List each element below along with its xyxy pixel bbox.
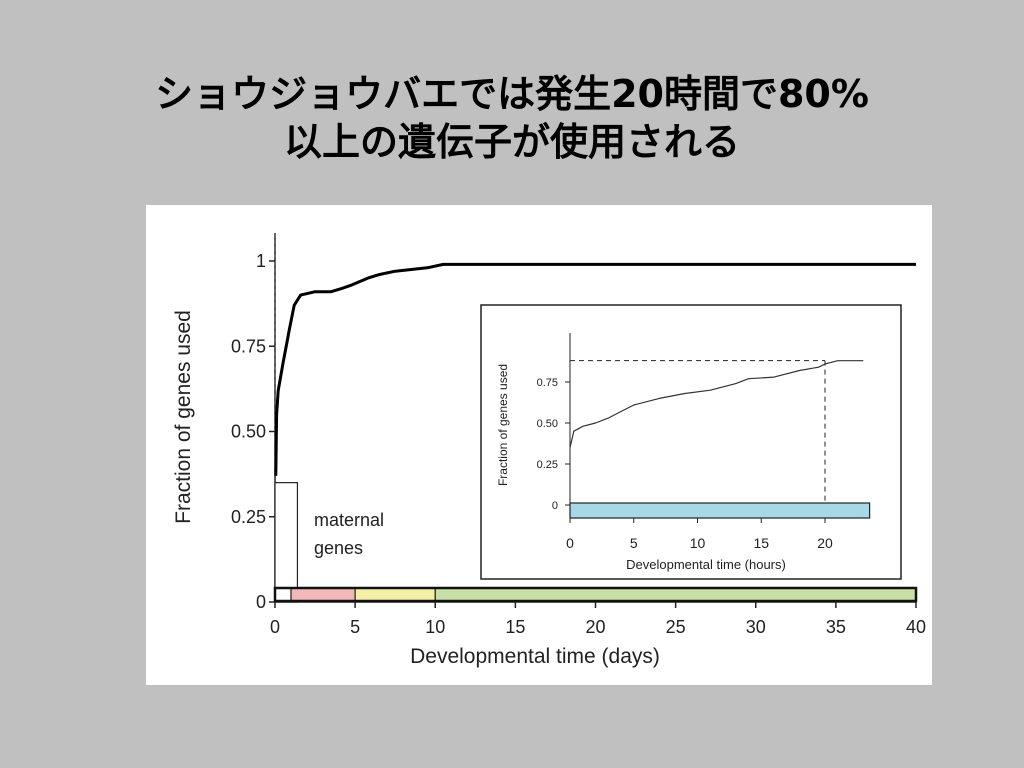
inset-x-axis-label: Developmental time (hours) bbox=[626, 557, 786, 572]
main-y-tick-label: 0 bbox=[256, 592, 266, 612]
stage-bar-segment bbox=[354, 587, 436, 602]
main-x-tick-label: 25 bbox=[666, 617, 686, 637]
main-x-tick-label: 20 bbox=[585, 617, 605, 637]
main-x-tick-label: 0 bbox=[270, 617, 280, 637]
maternal-genes-label-line1: maternal bbox=[314, 510, 384, 530]
main-x-tick-label: 40 bbox=[906, 617, 926, 637]
inset-series-line bbox=[569, 360, 864, 448]
figure-panel: Fraction of genes used Developmental tim… bbox=[146, 205, 932, 685]
stage-bar-segment bbox=[274, 587, 292, 602]
inset-x-tick-label: 15 bbox=[753, 535, 769, 551]
main-y-tick-label: 0.75 bbox=[231, 336, 266, 356]
main-y-tick-label: 0.25 bbox=[231, 507, 266, 527]
title-line-1: ショウジョウバエでは発生20時間で80% bbox=[155, 72, 869, 116]
main-series-line bbox=[274, 262, 916, 476]
slide-title: ショウジョウバエでは発生20時間で80% 以上の遺伝子が使用される bbox=[0, 70, 1024, 166]
main-x-tick-label: 5 bbox=[350, 617, 360, 637]
main-x-tick-label: 15 bbox=[505, 617, 525, 637]
inset-y-axis-label: Fraction of genes used bbox=[496, 364, 510, 486]
main-y-tick-label: 0.50 bbox=[231, 422, 266, 442]
inset-x-tick-label: 10 bbox=[690, 535, 706, 551]
maternal-bar bbox=[274, 482, 299, 603]
main-x-tick-label: 30 bbox=[746, 617, 766, 637]
inset-x-tick-label: 20 bbox=[817, 535, 833, 551]
main-x-tick-label: 35 bbox=[826, 617, 846, 637]
inset-y-tick-label: 0.50 bbox=[537, 418, 558, 430]
inset-x-tick-label: 5 bbox=[630, 535, 638, 551]
stage-bar-segment bbox=[290, 587, 356, 602]
title-line-2: 以上の遺伝子が使用される bbox=[283, 120, 740, 164]
inset-y-tick-label: 0.25 bbox=[537, 459, 558, 471]
main-y-tick-label: 1 bbox=[256, 251, 266, 271]
inset-y-tick-label: 0.75 bbox=[537, 377, 558, 389]
stage-bar-frame bbox=[273, 586, 918, 603]
main-y-axis-label: Fraction of genes used bbox=[172, 310, 195, 524]
stage-bar-segment bbox=[434, 587, 917, 602]
gene-usage-chart: Fraction of genes used Developmental tim… bbox=[172, 233, 926, 668]
main-x-tick-label: 10 bbox=[425, 617, 445, 637]
maternal-genes-label-line2: genes bbox=[314, 538, 363, 558]
inset-y-tick-label: 0 bbox=[552, 500, 558, 512]
inset-stage-bar bbox=[569, 502, 871, 519]
inset-frame bbox=[480, 304, 902, 580]
inset-x-tick-label: 0 bbox=[566, 535, 574, 551]
main-x-axis-label: Developmental time (days) bbox=[410, 645, 660, 668]
